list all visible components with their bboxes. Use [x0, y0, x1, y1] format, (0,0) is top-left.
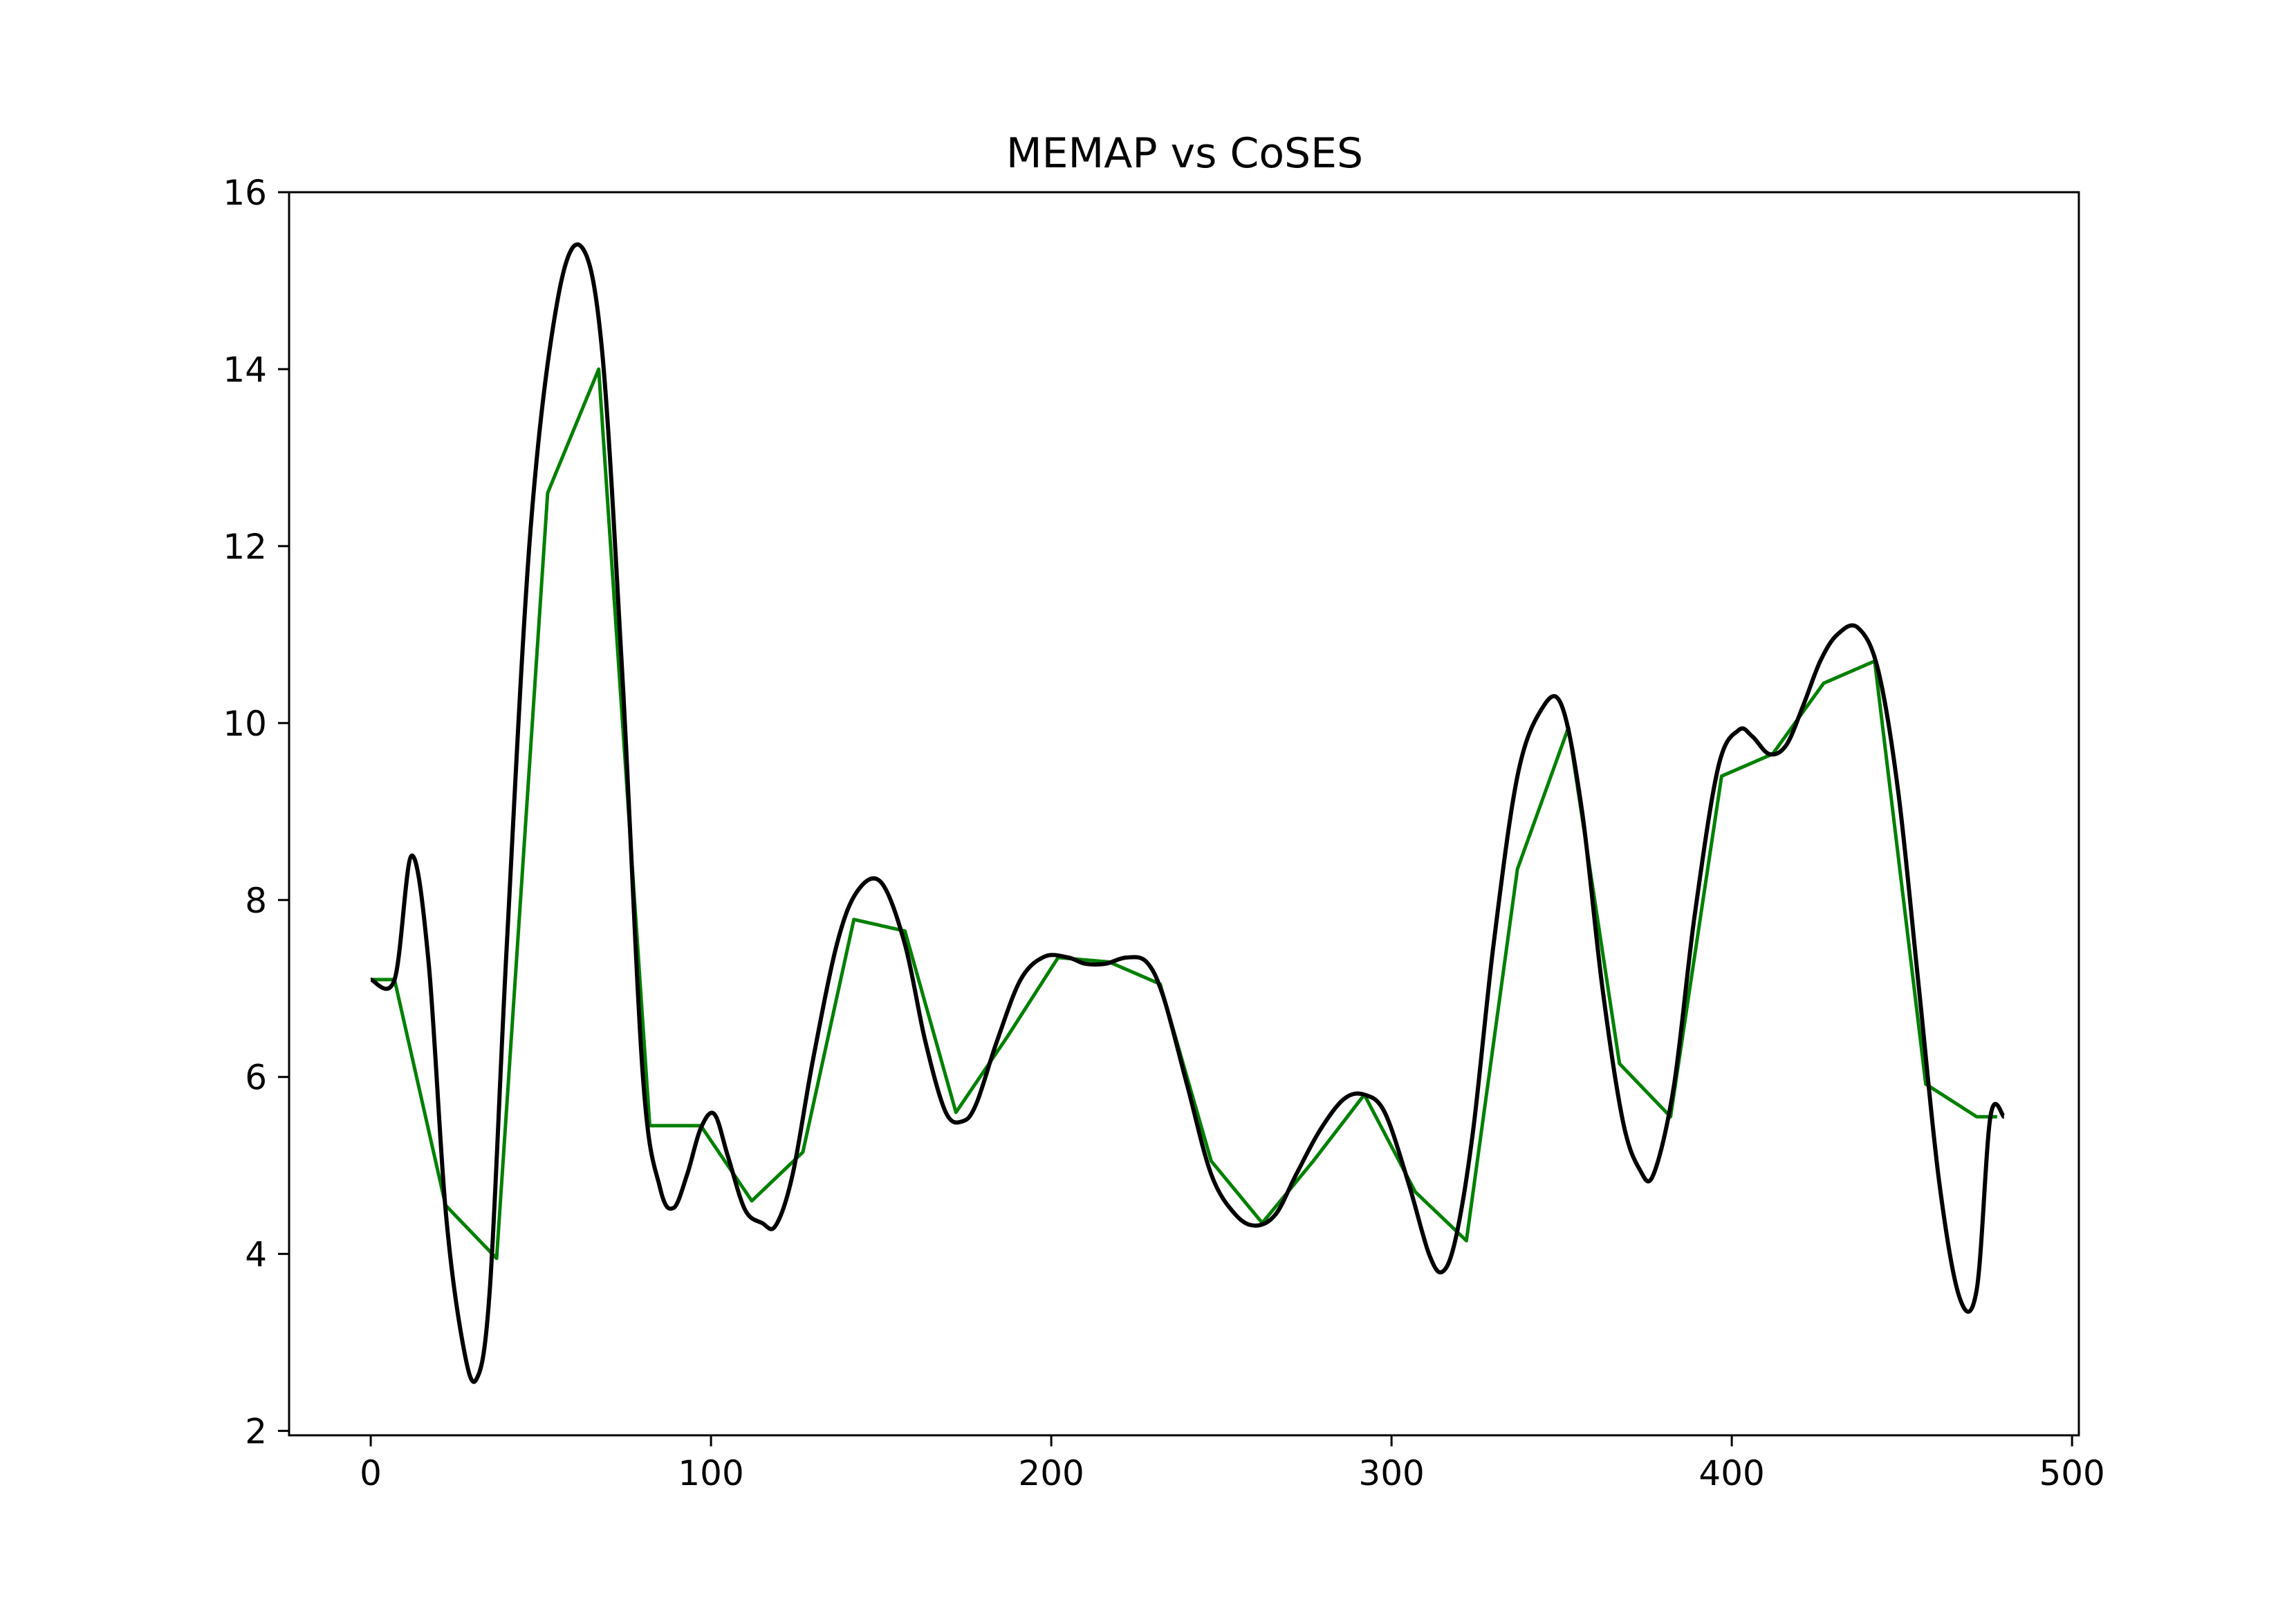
y-tick-label: 16 [223, 173, 267, 213]
x-tick-label: 400 [1698, 1453, 1764, 1493]
x-tick-label: 500 [2039, 1453, 2104, 1493]
series-line-1 [371, 367, 1997, 1260]
plot-area [369, 242, 2006, 1384]
plot-frame [288, 191, 2080, 1437]
y-tick-label: 4 [245, 1235, 267, 1275]
chart-title: MEMAP vs CoSES [1006, 129, 1363, 178]
y-tick-label: 2 [245, 1412, 267, 1452]
x-tick-label: 0 [360, 1453, 382, 1493]
y-tick-label: 14 [223, 350, 267, 390]
y-axis: 2 4 6 8 10 12 14 16 [223, 173, 289, 1452]
y-tick-label: 12 [223, 527, 267, 567]
x-tick-label: 300 [1358, 1453, 1424, 1493]
y-tick-label: 6 [245, 1058, 267, 1098]
y-tick-label: 10 [223, 704, 267, 744]
series-line-2 [369, 242, 2006, 1384]
x-tick-label: 100 [678, 1453, 743, 1493]
y-tick-label: 8 [245, 881, 267, 921]
x-tick-label: 200 [1018, 1453, 1084, 1493]
x-axis: 0 100 200 300 400 500 [360, 1435, 2105, 1493]
